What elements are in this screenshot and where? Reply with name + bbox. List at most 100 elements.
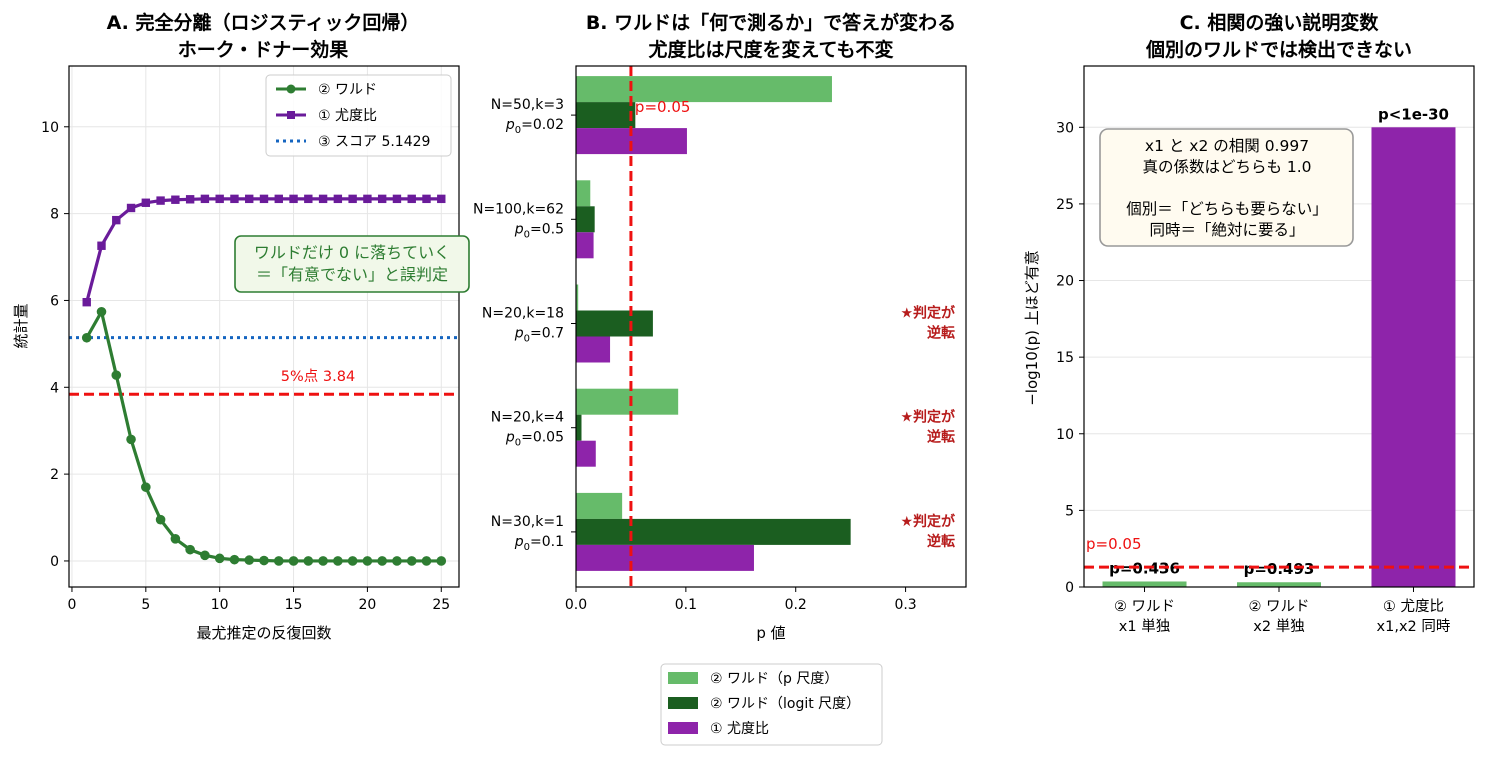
bar-wald-logit — [576, 310, 653, 337]
panel-b-title-line2: 尤度比は尺度を変えても不変 — [648, 38, 893, 61]
panel-a-x-ticks: 0 5 10 15 20 25 — [67, 587, 450, 613]
p0-symbol: p — [514, 326, 524, 342]
category-label-line1: ② ワルド — [1248, 599, 1309, 615]
annotation-line: 同時＝「絶対に要る」 — [1149, 221, 1304, 239]
y-tick-label: 6 — [50, 293, 59, 309]
bar-lr — [576, 544, 754, 571]
reversal-flag-line1: ★判定が — [900, 305, 956, 322]
lr-point — [185, 195, 195, 204]
category-label-line2: x1,x2 同時 — [1377, 618, 1451, 635]
annotation-line: 真の係数はどちらも 1.0 — [1142, 158, 1311, 176]
panel-c: C. 相関の強い説明変数 個別のワルドでは検出できない p=0.436p=0.4… — [1023, 11, 1475, 635]
wald-point — [155, 514, 166, 525]
panel-c-category-labels: ② ワルド x1 単独 ② ワルド x2 単独 ① 尤度比 x1,x2 同時 — [1114, 587, 1450, 635]
wald-line — [85, 307, 442, 563]
bar-wald-p — [576, 76, 832, 103]
p0-subscript: 0 — [524, 229, 530, 240]
x-tick-label: 10 — [211, 597, 229, 613]
panel-a-ylabel: 統計量 — [12, 303, 30, 348]
x-tick-label: 0.0 — [565, 597, 587, 613]
panel-b-xlabel: p 値 — [756, 624, 785, 642]
p0-subscript: 0 — [515, 125, 521, 136]
x-tick-label: 0.1 — [675, 597, 697, 613]
reversal-flag-line1: ★判定が — [900, 513, 956, 530]
wald-point — [392, 556, 402, 566]
lr-point — [377, 194, 387, 204]
x-tick-label: 15 — [285, 597, 303, 613]
category-label-line2: p0=0.5 — [514, 221, 564, 240]
wald-point — [244, 555, 255, 565]
legend-wald-p-label: ② ワルド（p 尺度） — [710, 671, 838, 687]
p0-value: =0.1 — [530, 534, 564, 550]
p0-symbol: p — [505, 430, 515, 446]
panel-a-series — [81, 194, 447, 566]
lr-point — [348, 194, 357, 204]
panel-a-y-ticks: 0 2 4 6 8 10 — [41, 120, 69, 570]
legend-lr-label: ① 尤度比 — [318, 108, 377, 124]
panel-a-annotation-line1: ワルドだけ 0 に落ちていく — [254, 243, 450, 262]
panel-a: A. 完全分離（ロジスティック回帰） ホーク・ドナー効果 5%点 3.84 0 5… — [12, 11, 470, 642]
panel-b-title-line1: B. ワルドは「何で測るか」で答えが変わる — [586, 11, 956, 34]
x-tick-label: 25 — [432, 597, 450, 613]
panel-c-annotation-box — [1099, 128, 1354, 247]
wald-point — [288, 556, 299, 566]
panel-a-title-line1: A. 完全分離（ロジスティック回帰） — [107, 11, 420, 34]
x-tick-label: 5 — [141, 597, 150, 613]
legend-lr-marker — [287, 111, 295, 119]
wald-point — [229, 554, 240, 565]
x-tick-label: 20 — [358, 597, 376, 613]
lr-point — [112, 215, 121, 225]
threshold-label: p=0.05 — [1086, 535, 1142, 553]
panel-b-bars — [576, 76, 851, 571]
panel-a-title-line2: ホーク・ドナー効果 — [178, 38, 349, 61]
y-tick-label: 2 — [50, 467, 59, 483]
panel-a-annotation-line2: ＝「有意でない」と誤判定 — [256, 265, 448, 284]
wald-point — [126, 434, 136, 445]
wald-point — [200, 550, 210, 561]
p0-value: =0.02 — [521, 117, 564, 133]
legend-wald-label: ② ワルド — [318, 82, 377, 98]
category-label-line1: ② ワルド — [1114, 599, 1175, 615]
lr-point — [171, 195, 180, 204]
lr-point — [333, 194, 343, 204]
panel-c-title-line1: C. 相関の強い説明変数 — [1180, 11, 1380, 34]
legend-wald-logit-swatch — [668, 697, 698, 709]
bar-lr — [576, 440, 596, 467]
critical-value-label: 5%点 3.84 — [281, 368, 355, 385]
panel-a-legend: ② ワルド ① 尤度比 ③ スコア 5.1429 — [265, 74, 452, 157]
wald-point — [362, 556, 373, 566]
p0-subscript: 0 — [524, 334, 530, 345]
annotation-line: x1 と x2 の相関 0.997 — [1145, 137, 1309, 155]
y-tick-label: 8 — [50, 207, 59, 223]
panel-b-threshold: p=0.05 — [629, 66, 690, 587]
bar-wald-logit — [576, 414, 582, 441]
panel-c-threshold: p=0.05 — [1084, 535, 1474, 569]
lr-point — [259, 194, 269, 204]
p0-value: =0.7 — [530, 326, 564, 342]
lr-point — [289, 194, 298, 204]
category-label-line1: N=20,k=18 — [482, 306, 564, 322]
wald-point — [347, 556, 358, 566]
wald-point — [273, 556, 284, 566]
bar-wald — [1102, 581, 1187, 587]
panel-a-xlabel: 最尤推定の反復回数 — [196, 624, 331, 642]
y-tick-label: 5 — [1065, 503, 1074, 519]
wald-point — [81, 332, 92, 343]
bar-lr — [576, 232, 594, 259]
y-tick-label: 10 — [41, 120, 59, 136]
bar-wald-p — [576, 284, 579, 311]
y-tick-label: 20 — [1056, 274, 1074, 290]
wald-point — [333, 556, 343, 566]
bar-value-label: p<1e-30 — [1378, 105, 1449, 123]
wald-point — [170, 534, 181, 544]
category-label-line1: N=20,k=4 — [491, 410, 564, 426]
lr-point — [392, 194, 402, 204]
bar-wald-logit — [576, 102, 636, 129]
annotation-line: 個別＝「どちらも要らない」 — [1126, 200, 1328, 218]
y-tick-label: 0 — [50, 554, 59, 570]
panel-c-title-line2: 個別のワルドでは検出できない — [1145, 38, 1412, 61]
lr-point — [422, 194, 431, 204]
y-tick-label: 30 — [1056, 120, 1074, 136]
category-label-line1: N=50,k=3 — [491, 97, 564, 113]
